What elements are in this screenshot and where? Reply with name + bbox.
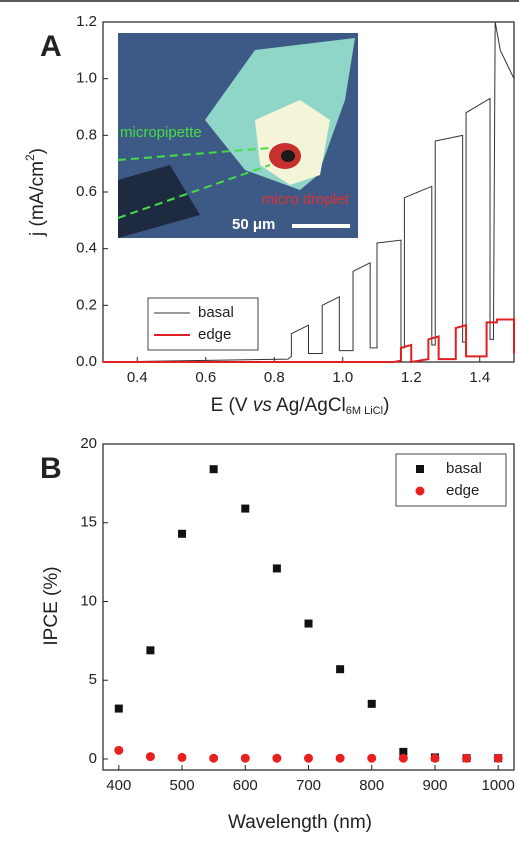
x-tick-label: 0.4 [127,369,148,386]
y-tick-label: 0.8 [76,126,97,143]
plot-area: 0.4 0.6 0.8 1.0 1.2 1.4 0.0 0.2 0.4 0.6 0.8 1.0 1.2 b… [76,13,515,386]
inset-label: micro droplet [262,191,350,208]
legend-label: edge [198,326,231,343]
x-axis-title: E (V vs Ag/AgCl6M LiCl) [211,395,390,417]
point [304,619,313,628]
y-axis-title-part: ) [27,148,48,154]
x-tick-label: 900 [422,777,447,794]
legend-label: basal [198,304,234,321]
point [367,753,377,763]
point [493,753,503,763]
y-tick-label: 0.6 [76,183,97,200]
y-tick-label: 5 [89,671,97,688]
y-axis-title-part: 2 [23,154,37,161]
panel-label: B [40,452,62,485]
point [177,752,187,762]
y-axis-title-part: j (mA/cm [27,161,48,237]
y-tick-label: 15 [80,514,97,531]
point [209,753,219,763]
point [178,529,187,538]
panel-b: B Wavelength (nm) IPCE (%) 400 500 600 700 8… [40,435,515,833]
x-tick-label: 0.8 [264,369,285,386]
droplet-core [281,150,295,162]
legend-label: basal [446,460,482,477]
panel-a: A E (V vs Ag/AgCl6M LiCl) j (mA/cm2) 0.4… [23,13,515,417]
y-tick-label: 20 [80,435,97,452]
y-tick-label: 10 [80,592,97,609]
x-axis-title-part: vs [253,395,273,416]
point [304,753,313,763]
y-axis-title: j (mA/cm2) [23,148,48,237]
y-tick-label: 1.0 [76,70,97,87]
point [241,504,250,513]
x-tick-label: 0.6 [195,369,216,386]
y-tick-label: 0.2 [76,296,97,313]
y-tick-label: 0.4 [76,240,97,257]
x-tick-label: 400 [106,777,131,794]
line [103,318,515,364]
point [398,753,408,763]
x-axis-title: Wavelength (nm) [228,812,372,833]
plot-area: 400 500 600 700 800 900 1000 0 5 10 15 20 basal edge [80,435,515,794]
x-tick-label: 1.0 [332,369,353,386]
legend-swatch [415,486,425,496]
x-axis-title-part: ) [383,395,389,416]
legend-box [395,453,507,507]
x-axis-title-part: E (V [211,395,253,416]
point [145,752,155,762]
point [272,753,282,763]
point [146,646,155,655]
point [114,704,123,713]
panel-label: A [40,30,62,63]
legend-label: edge [446,482,479,499]
point [399,747,408,756]
point [240,753,250,763]
point [114,745,124,755]
x-tick-label: 500 [170,777,195,794]
inset-image: micropipette micro droplet 50 μm [117,33,358,238]
x-tick-label: 1.4 [469,369,490,386]
y-axis-title: IPCE (%) [41,566,62,645]
y-tick-label: 0.0 [76,353,97,370]
point [462,753,472,763]
point [209,465,218,474]
inset-shadow [118,165,200,238]
x-tick-label: 1.2 [401,369,422,386]
x-tick-label: 1000 [482,777,515,794]
point [272,564,281,573]
legend-swatch [416,465,424,473]
x-tick-label: 600 [233,777,258,794]
x-tick-label: 800 [359,777,384,794]
y-tick-label: 0 [89,750,97,767]
scale-label: 50 μm [232,216,275,233]
y-tick-label: 1.2 [76,13,97,30]
inset-label: micropipette [120,124,202,141]
x-axis-title-part: 6M LiCl [346,405,383,417]
legend-box [147,297,259,351]
point [367,699,376,708]
x-tick-label: 700 [296,777,321,794]
pipette-edge [117,164,271,219]
point [336,665,345,674]
point [430,753,440,763]
point [335,753,345,763]
x-axis-title-part: Ag/AgCl [272,395,346,416]
